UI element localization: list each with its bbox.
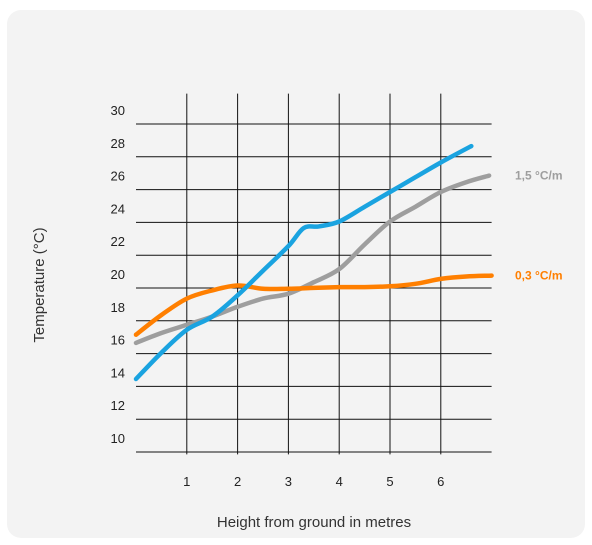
series-label-1: 1,5 °C/m [515,169,562,183]
x-tick-label: 6 [437,474,444,489]
y-tick-label: 28 [111,136,125,151]
y-axis-title: Temperature (°C) [31,227,48,342]
y-tick-labels: 10 12 14 16 18 20 22 24 26 28 30 [111,103,125,446]
y-tick-label: 16 [111,333,125,348]
y-tick-label: 24 [111,201,125,216]
series-line-2 [133,273,494,337]
x-tick-label: 2 [234,474,241,489]
y-tick-label: 10 [111,431,125,446]
x-tick-labels: 1 2 3 4 5 6 [183,474,444,489]
x-tick-label: 3 [285,474,292,489]
series-line-1 [133,173,492,346]
series-label-2: 0,3 °C/m [515,269,562,283]
y-tick-label: 30 [111,103,125,118]
grid-lines [136,93,492,455]
series-lines [133,143,494,382]
x-tick-label: 4 [336,474,343,489]
y-tick-label: 26 [111,169,125,184]
x-tick-label: 1 [183,474,190,489]
x-axis-title: Height from ground in metres [217,514,411,531]
y-tick-label: 12 [111,398,125,413]
y-tick-label: 22 [111,234,125,249]
y-tick-label: 14 [111,365,125,380]
y-tick-label: 18 [111,300,125,315]
series-labels: 1,5 °C/m 0,3 °C/m [515,169,562,283]
y-tick-label: 20 [111,267,125,282]
x-tick-label: 5 [386,474,393,489]
series-line-0 [133,143,474,382]
